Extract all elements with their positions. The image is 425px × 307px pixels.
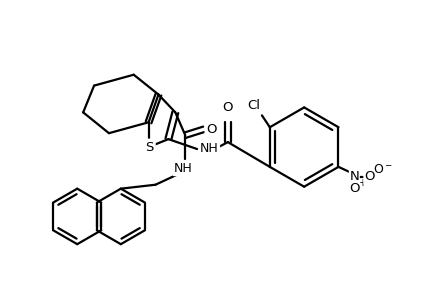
Text: NH: NH (200, 142, 219, 154)
Text: N: N (349, 170, 359, 183)
Text: Cl: Cl (247, 99, 261, 112)
Text: O: O (349, 182, 360, 195)
Text: +: + (358, 178, 366, 188)
Text: O$^-$: O$^-$ (373, 163, 393, 176)
Text: O: O (206, 123, 216, 136)
Text: O: O (364, 170, 374, 183)
Text: S: S (145, 141, 154, 154)
Text: O: O (223, 101, 233, 114)
Text: NH: NH (174, 162, 193, 175)
